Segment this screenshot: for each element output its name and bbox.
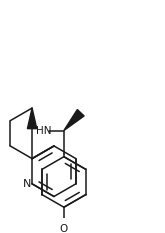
Text: HN: HN	[36, 126, 51, 136]
Polygon shape	[64, 110, 84, 130]
Text: N: N	[23, 179, 32, 189]
Polygon shape	[27, 108, 37, 129]
Text: O: O	[60, 224, 68, 233]
